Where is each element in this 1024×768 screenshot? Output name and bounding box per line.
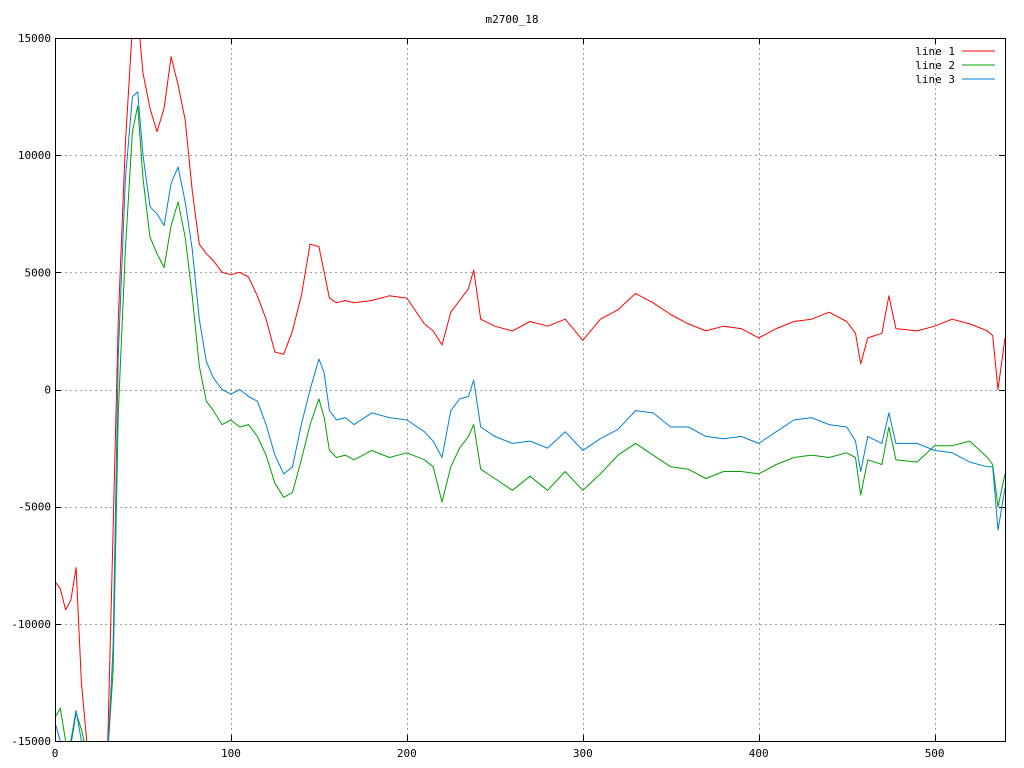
y-tick-label: -15000	[11, 735, 51, 748]
x-tick-label: 300	[573, 747, 593, 760]
legend-label: line 2	[915, 59, 955, 72]
x-tick-label: 200	[397, 747, 417, 760]
x-tick-label: 500	[925, 747, 945, 760]
chart-title: m2700_18	[486, 13, 539, 26]
y-tick-label: -10000	[11, 618, 51, 631]
series-lines	[55, 38, 1005, 741]
legend-label: line 3	[915, 73, 955, 86]
series-line-2	[55, 105, 1005, 741]
y-tick-label: 5000	[25, 266, 52, 279]
y-tick-label: 10000	[18, 149, 51, 162]
y-tick-label: 0	[44, 384, 51, 397]
series-line-1	[55, 38, 1005, 741]
grid-lines	[55, 38, 1005, 741]
legend-label: line 1	[915, 45, 955, 58]
x-tick-label: 100	[221, 747, 241, 760]
y-tick-label: -5000	[18, 501, 51, 514]
x-tick-label: 0	[52, 747, 59, 760]
plot-frame	[55, 38, 1006, 742]
x-tick-label: 400	[749, 747, 769, 760]
series-line-3	[55, 91, 1005, 741]
tick-labels: 0 100 200 300 400 500 -15000 -10000 -5000 0 5000 10…	[11, 32, 944, 760]
y-tick-label: 15000	[18, 32, 51, 45]
